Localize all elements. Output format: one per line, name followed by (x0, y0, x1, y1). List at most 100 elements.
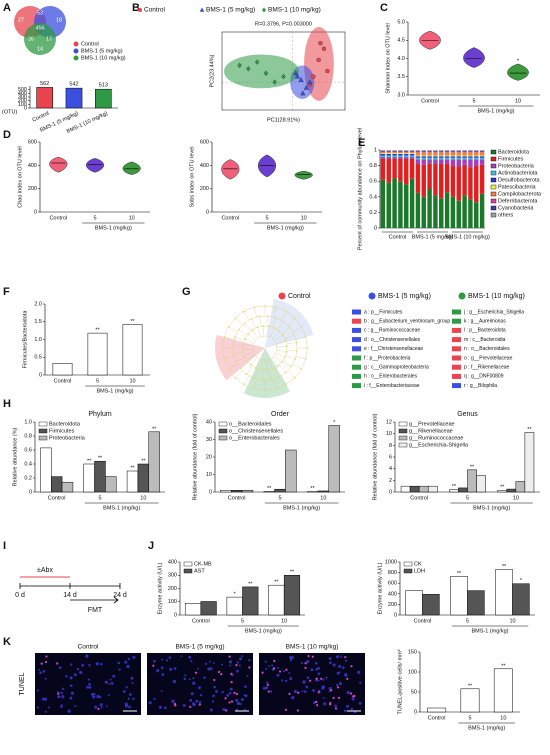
clade-branch (252, 329, 259, 339)
nucleus (58, 666, 62, 670)
bar-segment (415, 150, 421, 152)
venn-count: 53 (37, 10, 43, 16)
violin (294, 170, 313, 180)
clade-branch (228, 363, 238, 370)
bar-segment (444, 151, 450, 153)
nucleus (56, 691, 59, 694)
x-axis-label: BMS-1 (mg/kg) (473, 505, 510, 511)
tunel-cell (296, 709, 299, 712)
bar (467, 590, 485, 616)
legend-swatch (398, 421, 408, 427)
tunel-cell (228, 655, 231, 658)
y-tick-label: 600 (200, 139, 209, 145)
nucleus (329, 661, 332, 665)
bar-segment (450, 165, 456, 197)
clade-node (223, 357, 226, 360)
legend-label: Campilobacterota (498, 191, 542, 197)
nucleus (229, 664, 232, 667)
nucleus (317, 672, 321, 676)
nucleus (70, 691, 75, 695)
significance: ** (130, 319, 135, 325)
nucleus (312, 688, 315, 692)
bar (126, 470, 139, 493)
bar-segment (456, 159, 461, 167)
legend-label: CK (414, 561, 422, 567)
tunel-cell (346, 677, 349, 680)
tunel-cell (57, 692, 60, 695)
bar-segment (479, 152, 485, 156)
nucleus (246, 675, 249, 677)
clade-node (304, 336, 307, 339)
clade-node (234, 317, 237, 320)
significance: ** (310, 486, 315, 492)
bar-segment (421, 150, 426, 152)
bar-segment (421, 152, 426, 156)
clade-branch (271, 357, 278, 367)
y-tick-label: 0 (34, 209, 37, 215)
clade-node (267, 325, 270, 328)
nucleus (192, 703, 196, 707)
significance: ** (248, 581, 253, 587)
y-axis-label: Relative abundance (%) (12, 427, 18, 486)
clade-label: d : o__Christensenellales (364, 337, 421, 343)
nucleus (65, 675, 68, 678)
bar-segment (380, 155, 386, 158)
nucleus (336, 671, 340, 675)
clade-branch (273, 378, 277, 389)
bar-segment (415, 159, 421, 165)
bar-segment (444, 152, 450, 156)
legend-label: Bacteroidota (498, 149, 530, 155)
clade-label: g : c__Gammaproteobacteria (364, 365, 429, 371)
clade-node (223, 336, 226, 339)
legend-dot (278, 292, 286, 300)
y-tick-label: 4.5 (397, 38, 405, 44)
x-tick-label: Control (228, 495, 246, 501)
nucleus (305, 685, 309, 689)
bar (427, 485, 438, 493)
nucleus (117, 661, 121, 665)
legend-swatch (490, 163, 497, 169)
y-tick-label: 150 (408, 649, 417, 655)
clade-branch (244, 338, 255, 344)
significance: * (520, 578, 523, 584)
legend-swatch (490, 191, 497, 197)
nucleus (343, 709, 347, 713)
legend-label: Control (144, 7, 166, 14)
bar-segment (380, 150, 386, 151)
nucleus (57, 695, 60, 698)
bar (400, 485, 411, 493)
y-axis-label: Relative abundance (fold of control) (372, 413, 378, 500)
point (272, 79, 277, 85)
y-axis-label: Percent of community abundance on Phylum… (357, 128, 363, 250)
y-tick-label: 600 (28, 139, 37, 145)
nucleus (128, 693, 132, 696)
tunel-cell (337, 696, 341, 700)
bar-segment (468, 159, 473, 168)
clade-node (242, 343, 245, 346)
clade-node (249, 363, 252, 366)
legend-swatch (452, 373, 461, 379)
tunel-cell (213, 678, 216, 682)
clade-branch (224, 356, 235, 360)
nucleus (226, 693, 230, 697)
bar (422, 594, 440, 616)
bar (87, 332, 108, 376)
x-tick-label: Control (48, 495, 66, 501)
nucleus (173, 667, 177, 670)
significance: ** (468, 683, 473, 689)
bar-segment (415, 157, 421, 160)
y-tick-label: 400 (388, 591, 397, 597)
significance: ** (130, 465, 135, 471)
clade-node (222, 347, 224, 349)
nucleus (211, 700, 215, 703)
clade-node (293, 317, 296, 320)
tunel-cell (198, 703, 201, 706)
y-axis-label: (OTU) (2, 109, 17, 115)
bar-segment (456, 156, 461, 158)
bar (200, 601, 217, 616)
clade-node (275, 317, 277, 319)
nucleus (161, 658, 164, 661)
legend-label: g__Rikenellaceae (409, 428, 453, 434)
clade-node (242, 349, 244, 351)
nucleus (192, 681, 196, 685)
